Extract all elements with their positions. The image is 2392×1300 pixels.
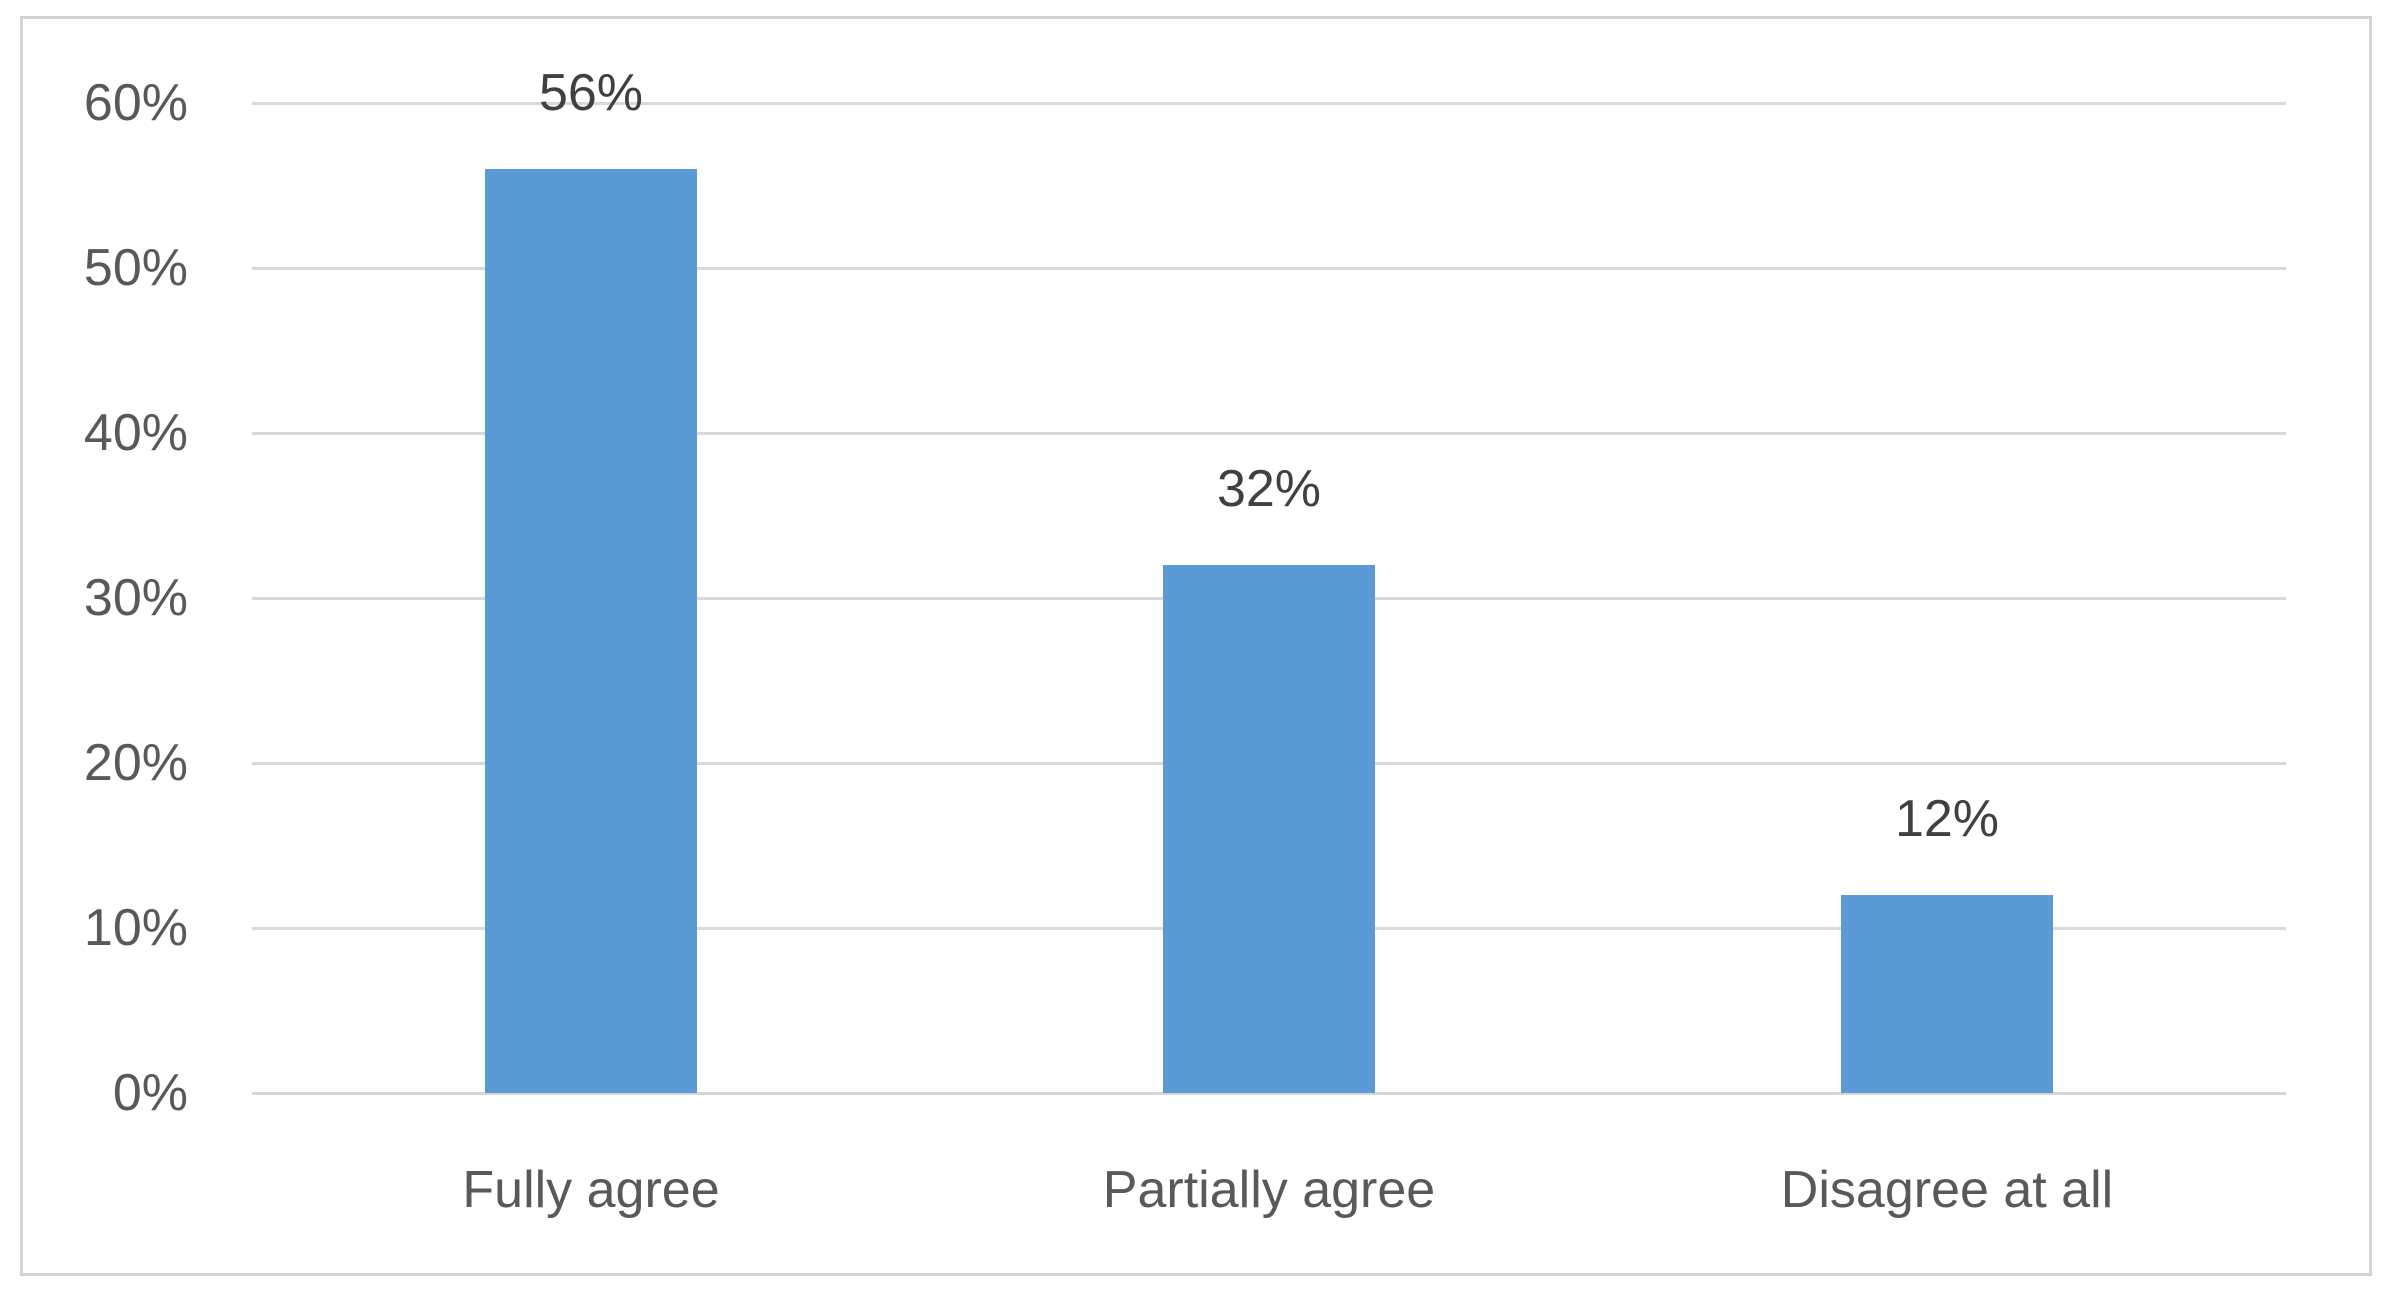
y-tick-label-10: 10% xyxy=(83,899,188,957)
bar-partially-agree xyxy=(1163,565,1375,1093)
y-tick-label-30: 30% xyxy=(83,569,188,627)
gridline-60 xyxy=(252,102,2286,105)
category-label-fully-agree: Fully agree xyxy=(462,1161,720,1219)
category-label-partially-agree: Partially agree xyxy=(1102,1161,1436,1219)
y-tick-label-0: 0% xyxy=(112,1064,188,1122)
gridline-50 xyxy=(252,267,2286,270)
bar-disagree-at-all xyxy=(1841,895,2053,1093)
y-tick-label-20: 20% xyxy=(83,734,188,792)
data-label-fully-agree: 56% xyxy=(538,64,644,122)
bar-fully-agree xyxy=(485,169,697,1093)
y-tick-label-60: 60% xyxy=(83,74,188,132)
x-axis-line xyxy=(252,1092,2286,1095)
y-tick-label-50: 50% xyxy=(83,239,188,297)
data-label-partially-agree: 32% xyxy=(1216,460,1322,518)
data-label-disagree-at-all: 12% xyxy=(1894,790,2000,848)
y-tick-label-40: 40% xyxy=(83,404,188,462)
category-label-disagree-at-all: Disagree at all xyxy=(1780,1161,2114,1219)
gridline-40 xyxy=(252,432,2286,435)
